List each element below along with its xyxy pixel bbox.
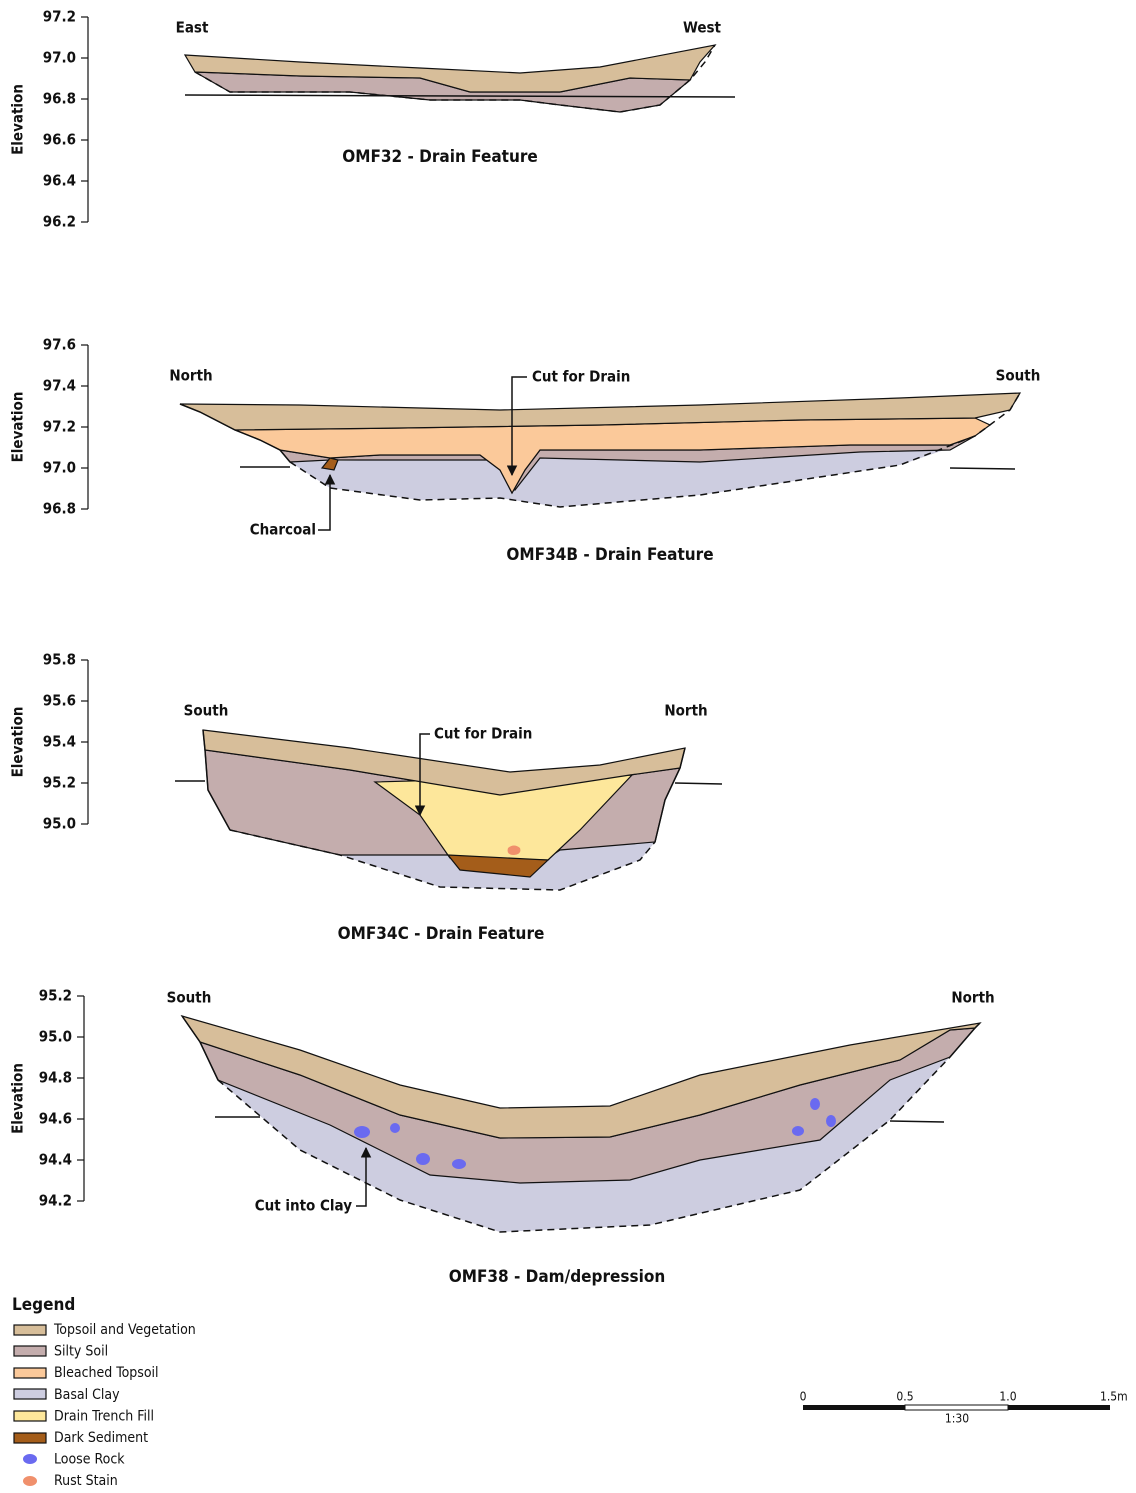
- annotation: Charcoal: [250, 521, 316, 539]
- y-tick-label: 97.6: [43, 336, 76, 354]
- axis-label: Elevation: [9, 84, 27, 155]
- legend-entry: Silty Soil: [54, 1344, 108, 1360]
- section-omf38: South North Cut into Clay OMF38 - Dam/de…: [167, 989, 995, 1288]
- legend-entry: Bleached Topsoil: [54, 1365, 159, 1381]
- direction-label: South: [184, 702, 229, 720]
- legend-entry: Loose Rock: [54, 1452, 125, 1468]
- section-omf34b: South North Cut for Drain Charcoal OMF34…: [169, 367, 1040, 566]
- y-tick-label: 96.4: [43, 172, 76, 190]
- scale-label: 0: [800, 1390, 807, 1404]
- legend-entry: Rust Stain: [54, 1473, 118, 1489]
- annotation: Cut for Drain: [434, 725, 532, 743]
- direction-label: South: [167, 989, 212, 1007]
- direction-label: South: [996, 367, 1041, 385]
- direction-label: North: [169, 367, 212, 385]
- y-tick-label: 95.0: [43, 815, 76, 833]
- y-tick-label: 96.6: [43, 131, 76, 149]
- legend-entry: Dark Sediment: [54, 1430, 148, 1446]
- legend-items: Topsoil and Vegetation Silty Soil Bleached…: [53, 1322, 196, 1489]
- scale-label: 1.5m: [1100, 1390, 1128, 1404]
- y-tick-label: 97.0: [43, 49, 76, 67]
- axis-label: Elevation: [9, 707, 27, 778]
- legend-entry: Drain Trench Fill: [54, 1408, 154, 1424]
- scale-ratio: 1:30: [945, 1412, 969, 1426]
- y-tick-label: 94.6: [39, 1110, 72, 1128]
- y-tick-label: 95.2: [43, 774, 76, 792]
- y-tick-label: 96.8: [43, 500, 76, 518]
- section-title: OMF32 - Drain Feature: [342, 147, 538, 167]
- direction-label: East: [176, 19, 209, 37]
- scale-label: 0.5: [896, 1390, 913, 1404]
- legend-title: Legend: [12, 1295, 75, 1315]
- axis-label: Elevation: [9, 392, 27, 463]
- y-tick-label: 94.8: [39, 1069, 72, 1087]
- y-tick-label: 96.2: [43, 213, 76, 231]
- axis-label: Elevation: [9, 1063, 27, 1134]
- y-tick-label: 95.2: [39, 987, 72, 1005]
- rust-stain: [508, 846, 521, 856]
- y-tick-label: 96.8: [43, 90, 76, 108]
- y-tick-label: 94.2: [39, 1192, 72, 1210]
- section-title: OMF38 - Dam/depression: [449, 1267, 666, 1287]
- legend-entry: Basal Clay: [54, 1387, 120, 1403]
- section-omf32: East West OMF32 - Drain Feature: [176, 19, 735, 168]
- section-omf34c: South North Cut for Drain OMF34C - Drain…: [175, 702, 722, 945]
- scale-label: 1.0: [999, 1390, 1016, 1404]
- legend-entry: Topsoil and Vegetation: [53, 1322, 196, 1338]
- y-tick-label: 94.4: [39, 1151, 72, 1169]
- y-tick-label: 95.6: [43, 692, 76, 710]
- y-tick-label: 95.4: [43, 733, 76, 751]
- direction-label: North: [951, 989, 994, 1007]
- section-title: OMF34C - Drain Feature: [338, 924, 545, 944]
- diagram: East West OMF32 - Drain Feature South No…: [0, 0, 1136, 1493]
- y-tick-label: 97.4: [43, 377, 76, 395]
- y-tick-label: 95.8: [43, 651, 76, 669]
- annotation: Cut into Clay: [255, 1197, 352, 1215]
- scale-bar: 0 0.5 1.0 1.5m 1:30: [800, 1390, 1128, 1426]
- y-tick-label: 95.0: [39, 1028, 72, 1046]
- y-tick-label: 97.2: [43, 418, 76, 436]
- annotation: Cut for Drain: [532, 368, 630, 386]
- direction-label: North: [664, 702, 707, 720]
- page: East West OMF32 - Drain Feature South No…: [0, 0, 1136, 1493]
- section-title: OMF34B - Drain Feature: [506, 545, 713, 565]
- y-tick-label: 97.2: [43, 8, 76, 26]
- y-tick-label: 97.0: [43, 459, 76, 477]
- direction-label: West: [683, 19, 722, 37]
